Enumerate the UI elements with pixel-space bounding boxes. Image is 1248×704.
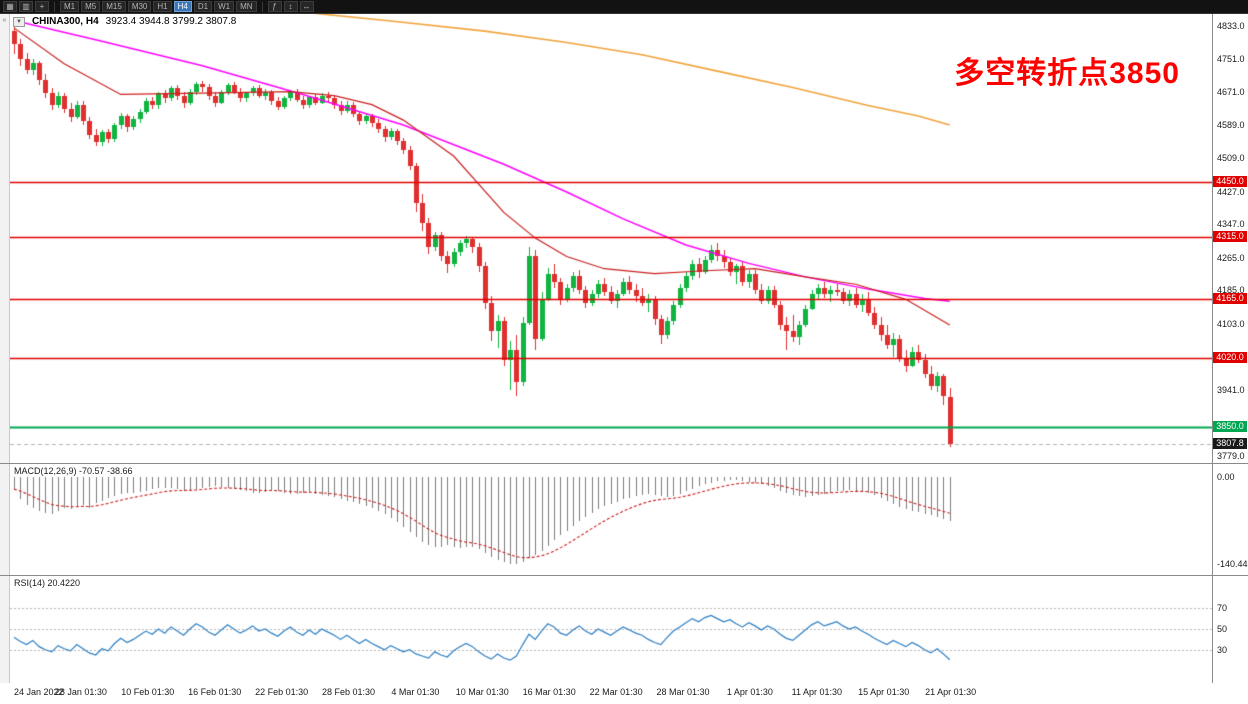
time-axis-label: 4 Mar 01:30 xyxy=(391,687,440,697)
price-axis-border xyxy=(1212,14,1213,683)
zoom-in-icon[interactable]: ↕ xyxy=(283,1,298,12)
price-axis-label: 4833.0 xyxy=(1217,20,1245,31)
price-level-tag: 4165.0 xyxy=(1213,292,1247,304)
macd-axis-label: -140.44 xyxy=(1217,559,1248,570)
price-axis-label: 4589.0 xyxy=(1217,120,1245,131)
panel-separator[interactable] xyxy=(0,575,1248,576)
rsi-indicator-label: RSI(14) 20.4220 xyxy=(14,578,81,588)
time-axis-label: 1 Apr 01:30 xyxy=(726,687,773,697)
collapsed-sidebar-strip[interactable]: « xyxy=(0,14,10,704)
timeframe-button-group: M1 M5 M15 M30 H1 H4 D1 W1 MN xyxy=(60,1,257,12)
price-axis-label: 4427.0 xyxy=(1217,186,1245,197)
timeframe-button-h4[interactable]: H4 xyxy=(173,1,192,12)
chart-title: ▼ CHINA300, H4 3923.4 3944.8 3799.2 3807… xyxy=(13,16,236,27)
price-axis-label: 4751.0 xyxy=(1217,54,1245,65)
rsi-axis-label: 70 xyxy=(1217,603,1228,614)
price-level-tag: 4020.0 xyxy=(1213,351,1247,363)
time-axis-label: 22 Mar 01:30 xyxy=(589,687,643,697)
time-axis[interactable]: 24 Jan 2022 28 Jan 01:30 10 Feb 01:30 16 Fe… xyxy=(0,683,1248,704)
toolbar-separator xyxy=(54,1,55,12)
rsi-axis-label: 30 xyxy=(1217,644,1228,655)
timeframe-button-m30[interactable]: M30 xyxy=(127,1,152,12)
price-axis-label: 3941.0 xyxy=(1217,384,1245,395)
macd-panel-canvas[interactable] xyxy=(10,463,1212,575)
price-axis-label: 4185.0 xyxy=(1217,285,1245,296)
symbol-dropdown-button[interactable]: ▼ xyxy=(13,16,25,27)
timeframe-button-w1[interactable]: W1 xyxy=(214,1,235,12)
time-axis-label: 10 Feb 01:30 xyxy=(121,687,175,697)
chart-mode-icon[interactable]: ▥ xyxy=(19,1,33,12)
rsi-panel-canvas[interactable] xyxy=(10,575,1212,683)
chart-ohlc-values: 3923.4 3944.8 3799.2 3807.8 xyxy=(105,16,237,27)
price-axis-label: 4347.0 xyxy=(1217,219,1245,230)
time-axis-label: 28 Jan 01:30 xyxy=(54,687,107,697)
indicators-icon[interactable]: ƒ xyxy=(267,1,282,12)
price-level-tag: 4315.0 xyxy=(1213,231,1247,243)
price-axis-label: 4509.0 xyxy=(1217,153,1245,164)
price-axis-label: 4671.0 xyxy=(1217,86,1245,97)
time-axis-label: 28 Feb 01:30 xyxy=(321,687,376,697)
crosshair-icon[interactable]: + xyxy=(35,1,49,12)
time-axis-label: 16 Mar 01:30 xyxy=(522,687,576,697)
price-axis[interactable]: 4833.0 4751.0 4671.0 4589.0 4509.0 4427.0 4347… xyxy=(1212,0,1248,704)
time-axis-label: 24 Jan 2022 xyxy=(14,687,64,697)
macd-indicator-label: MACD(12,26,9) -70.57 -38.66 xyxy=(14,466,133,476)
zoom-out-icon[interactable]: ↔ xyxy=(299,1,314,12)
price-axis-label: 3779.0 xyxy=(1217,451,1245,462)
timeframe-button-m15[interactable]: M15 xyxy=(102,1,126,12)
time-axis-label: 22 Feb 01:30 xyxy=(255,687,309,697)
timeframe-button-h1[interactable]: H1 xyxy=(153,1,172,12)
main-chart-canvas[interactable] xyxy=(10,14,1212,463)
timeframe-button-m1[interactable]: M1 xyxy=(60,1,80,12)
time-axis-label: 21 Apr 01:30 xyxy=(925,687,977,697)
price-level-tag: 4450.0 xyxy=(1213,176,1247,188)
timeframe-button-m5[interactable]: M5 xyxy=(81,1,101,12)
macd-axis-label: 0.00 xyxy=(1217,471,1235,482)
toolbar-right-icons: ƒ ↕ ↔ xyxy=(267,1,314,12)
timeframe-button-d1[interactable]: D1 xyxy=(193,1,213,12)
toolbar: ▦ ▥ + M1 M5 M15 M30 H1 H4 D1 W1 MN ƒ ↕ ↔ xyxy=(0,0,1248,14)
panel-separator[interactable] xyxy=(0,463,1248,464)
time-axis-label: 15 Apr 01:30 xyxy=(858,687,910,697)
time-axis-label: 10 Mar 01:30 xyxy=(455,687,509,697)
new-chart-icon[interactable]: ▦ xyxy=(3,1,17,12)
toolbar-separator xyxy=(261,1,263,12)
chart-symbol-timeframe: CHINA300, H4 xyxy=(31,16,99,27)
price-axis-label: 4265.0 xyxy=(1217,252,1245,263)
price-level-tag: 3850.0 xyxy=(1213,421,1247,433)
price-level-tag: 3807.8 xyxy=(1213,438,1247,450)
annotation-text: 多空转折点3850 xyxy=(954,57,1180,90)
toolbar-left-icons: ▦ ▥ + xyxy=(3,1,49,12)
timeframe-button-mn[interactable]: MN xyxy=(236,1,257,12)
time-axis-label: 16 Feb 01:30 xyxy=(188,687,242,697)
price-axis-label: 4103.0 xyxy=(1217,318,1245,329)
rsi-axis-label: 50 xyxy=(1217,624,1228,634)
time-axis-label: 28 Mar 01:30 xyxy=(656,687,710,697)
collapse-arrow-icon[interactable]: « xyxy=(2,17,7,24)
time-axis-label: 11 Apr 01:30 xyxy=(791,687,842,697)
